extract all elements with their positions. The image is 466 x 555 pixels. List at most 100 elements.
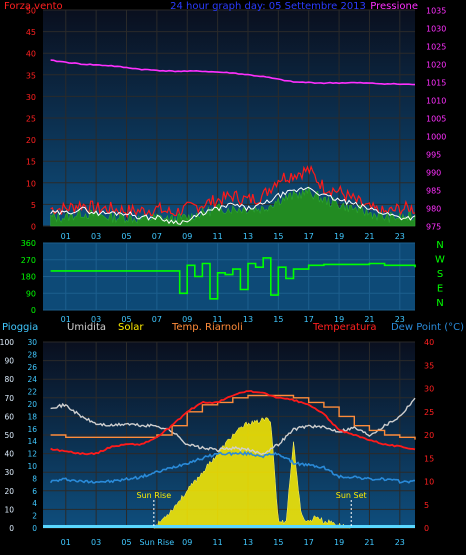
temperature-tick-label: 5: [424, 501, 429, 510]
rain-tick-label: 0: [9, 524, 14, 533]
panel1-series: [50, 59, 416, 227]
panel1-x-tick-label: 17: [304, 232, 314, 241]
wind-speed-area: [50, 186, 416, 227]
pressure-tick-label: 990: [426, 169, 441, 178]
panel3-temperature-axis: 0 5 10 15 20 25 30 35 40: [424, 338, 434, 533]
panel3-x-tick-label: Sun Rise: [140, 538, 175, 547]
wind-gust-line: [50, 164, 416, 219]
panel1-x-tick-label: 03: [91, 232, 101, 241]
wind-tick-label: 5: [31, 201, 36, 210]
solar-tick-label: 26: [27, 363, 37, 372]
pressure-tick-label: 995: [426, 151, 441, 160]
panel1-x-tick-label: 15: [273, 232, 283, 241]
panel2-x-tick-label: 17: [304, 315, 314, 324]
temperature-tick-label: 0: [424, 524, 429, 533]
panel2-x-tick-label: 21: [364, 315, 374, 324]
panel1-x-tick-label: 19: [334, 232, 344, 241]
panel3-series: [43, 389, 416, 529]
pressure-line: [50, 59, 416, 86]
direction-tick-label: 180: [21, 273, 36, 282]
rain-label: Pioggia: [2, 322, 38, 333]
solar-tick-label: 24: [27, 375, 37, 384]
pressure-tick-label: 1035: [426, 7, 446, 16]
rain-tick-label: 30: [4, 468, 14, 477]
panel1-x-tick-label: 05: [121, 232, 131, 241]
indoor-temp-label: Temp. Riarnoli: [171, 322, 243, 333]
panel1-x-tick-label: 01: [61, 232, 71, 241]
rain-tick-label: 100: [0, 338, 14, 347]
pressure-tick-label: 1005: [426, 115, 446, 124]
wind-tick-label: 15: [26, 158, 36, 167]
panel3-x-axis: 01 03 05 Sun Rise 09 11 13 15 17 19 21 23: [61, 538, 405, 547]
panel3-annotations: Sun Rise Sun Set: [137, 491, 367, 528]
wind-tick-label: 20: [26, 136, 36, 145]
temperature-tick-label: 20: [424, 431, 434, 440]
panel2-x-tick-label: 15: [273, 315, 283, 324]
direction-tick-label: 90: [26, 289, 36, 298]
solar-tick-label: 6: [32, 487, 37, 496]
panel3-x-tick-label: 13: [243, 538, 253, 547]
rain-tick-label: 60: [4, 412, 14, 421]
panel1-x-axis: 01 03 05 07 09 11 13 15 17 19 21 23: [61, 232, 405, 241]
dew-point-line: [49, 450, 415, 484]
compass-label: E: [437, 284, 443, 295]
rain-tick-label: 80: [4, 375, 14, 384]
compass-label: W: [435, 255, 445, 266]
pressure-axis-label: Pressione: [370, 1, 418, 12]
humidity-line: [50, 397, 416, 456]
solar-tick-label: 30: [27, 338, 37, 347]
solar-tick-label: 28: [27, 350, 37, 359]
compass-label: S: [437, 269, 443, 280]
solar-tick-label: 10: [27, 462, 37, 471]
chart-title: 24 hour graph day: 05 Settembre 2013: [170, 1, 366, 12]
panel2-x-tick-label: 01: [61, 315, 71, 324]
panel2-x-tick-label: 03: [91, 315, 101, 324]
temperature-tick-label: 15: [424, 454, 434, 463]
panel3-rain-axis: 0 10 20 30 40 50 60 70 80 90 100: [0, 338, 14, 533]
panel3-x-tick-label: 15: [273, 538, 283, 547]
panel3-x-tick-label: 17: [304, 538, 314, 547]
wind-direction-line: [50, 257, 416, 300]
rain-tick-label: 40: [4, 450, 14, 459]
panel2-x-tick-label: 13: [243, 315, 253, 324]
temperature-tick-label: 30: [424, 385, 434, 394]
pressure-tick-label: 1000: [426, 133, 446, 142]
compass-label: N: [436, 298, 443, 309]
compass-label: N: [436, 240, 443, 251]
panel3-x-tick-label: 11: [213, 538, 223, 547]
wind-axis-label: Forza vento: [4, 1, 63, 12]
solar-tick-label: 0: [32, 524, 37, 533]
temperature-line: [50, 389, 416, 456]
panel2-x-tick-label: 23: [395, 315, 405, 324]
panel2-x-tick-label: 05: [121, 315, 131, 324]
panel3-x-tick-label: 23: [395, 538, 405, 547]
panel3-x-tick-label: 05: [121, 538, 131, 547]
panel1-x-tick-label: 11: [213, 232, 223, 241]
pressure-tick-label: 1030: [426, 25, 446, 34]
panel2-x-tick-label: 11: [213, 315, 223, 324]
solar-label: Solar: [118, 322, 144, 333]
indoor-temperature-line: [50, 394, 416, 440]
solar-tick-label: 2: [32, 512, 37, 521]
temperature-tick-label: 25: [424, 408, 434, 417]
pressure-tick-label: 1025: [426, 43, 446, 52]
solar-tick-label: 16: [27, 425, 37, 434]
panel2-x-tick-label: 09: [182, 315, 192, 324]
rain-tick-label: 10: [4, 505, 14, 514]
wind-tick-label: 45: [26, 28, 36, 37]
solar-tick-label: 4: [32, 499, 37, 508]
panel3-x-tick-label: 01: [61, 538, 71, 547]
sunset-label: Sun Set: [336, 491, 367, 500]
pressure-tick-label: 1015: [426, 79, 446, 88]
panel2-x-tick-label: 07: [152, 315, 162, 324]
pressure-tick-label: 985: [426, 187, 441, 196]
panel1-x-tick-label: 21: [364, 232, 374, 241]
wind-tick-label: 10: [26, 179, 36, 188]
panel1-x-tick-label: 09: [182, 232, 192, 241]
panel1-x-tick-label: 13: [243, 232, 253, 241]
panel1-x-tick-label: 23: [395, 232, 405, 241]
wind-tick-label: 40: [26, 50, 36, 59]
